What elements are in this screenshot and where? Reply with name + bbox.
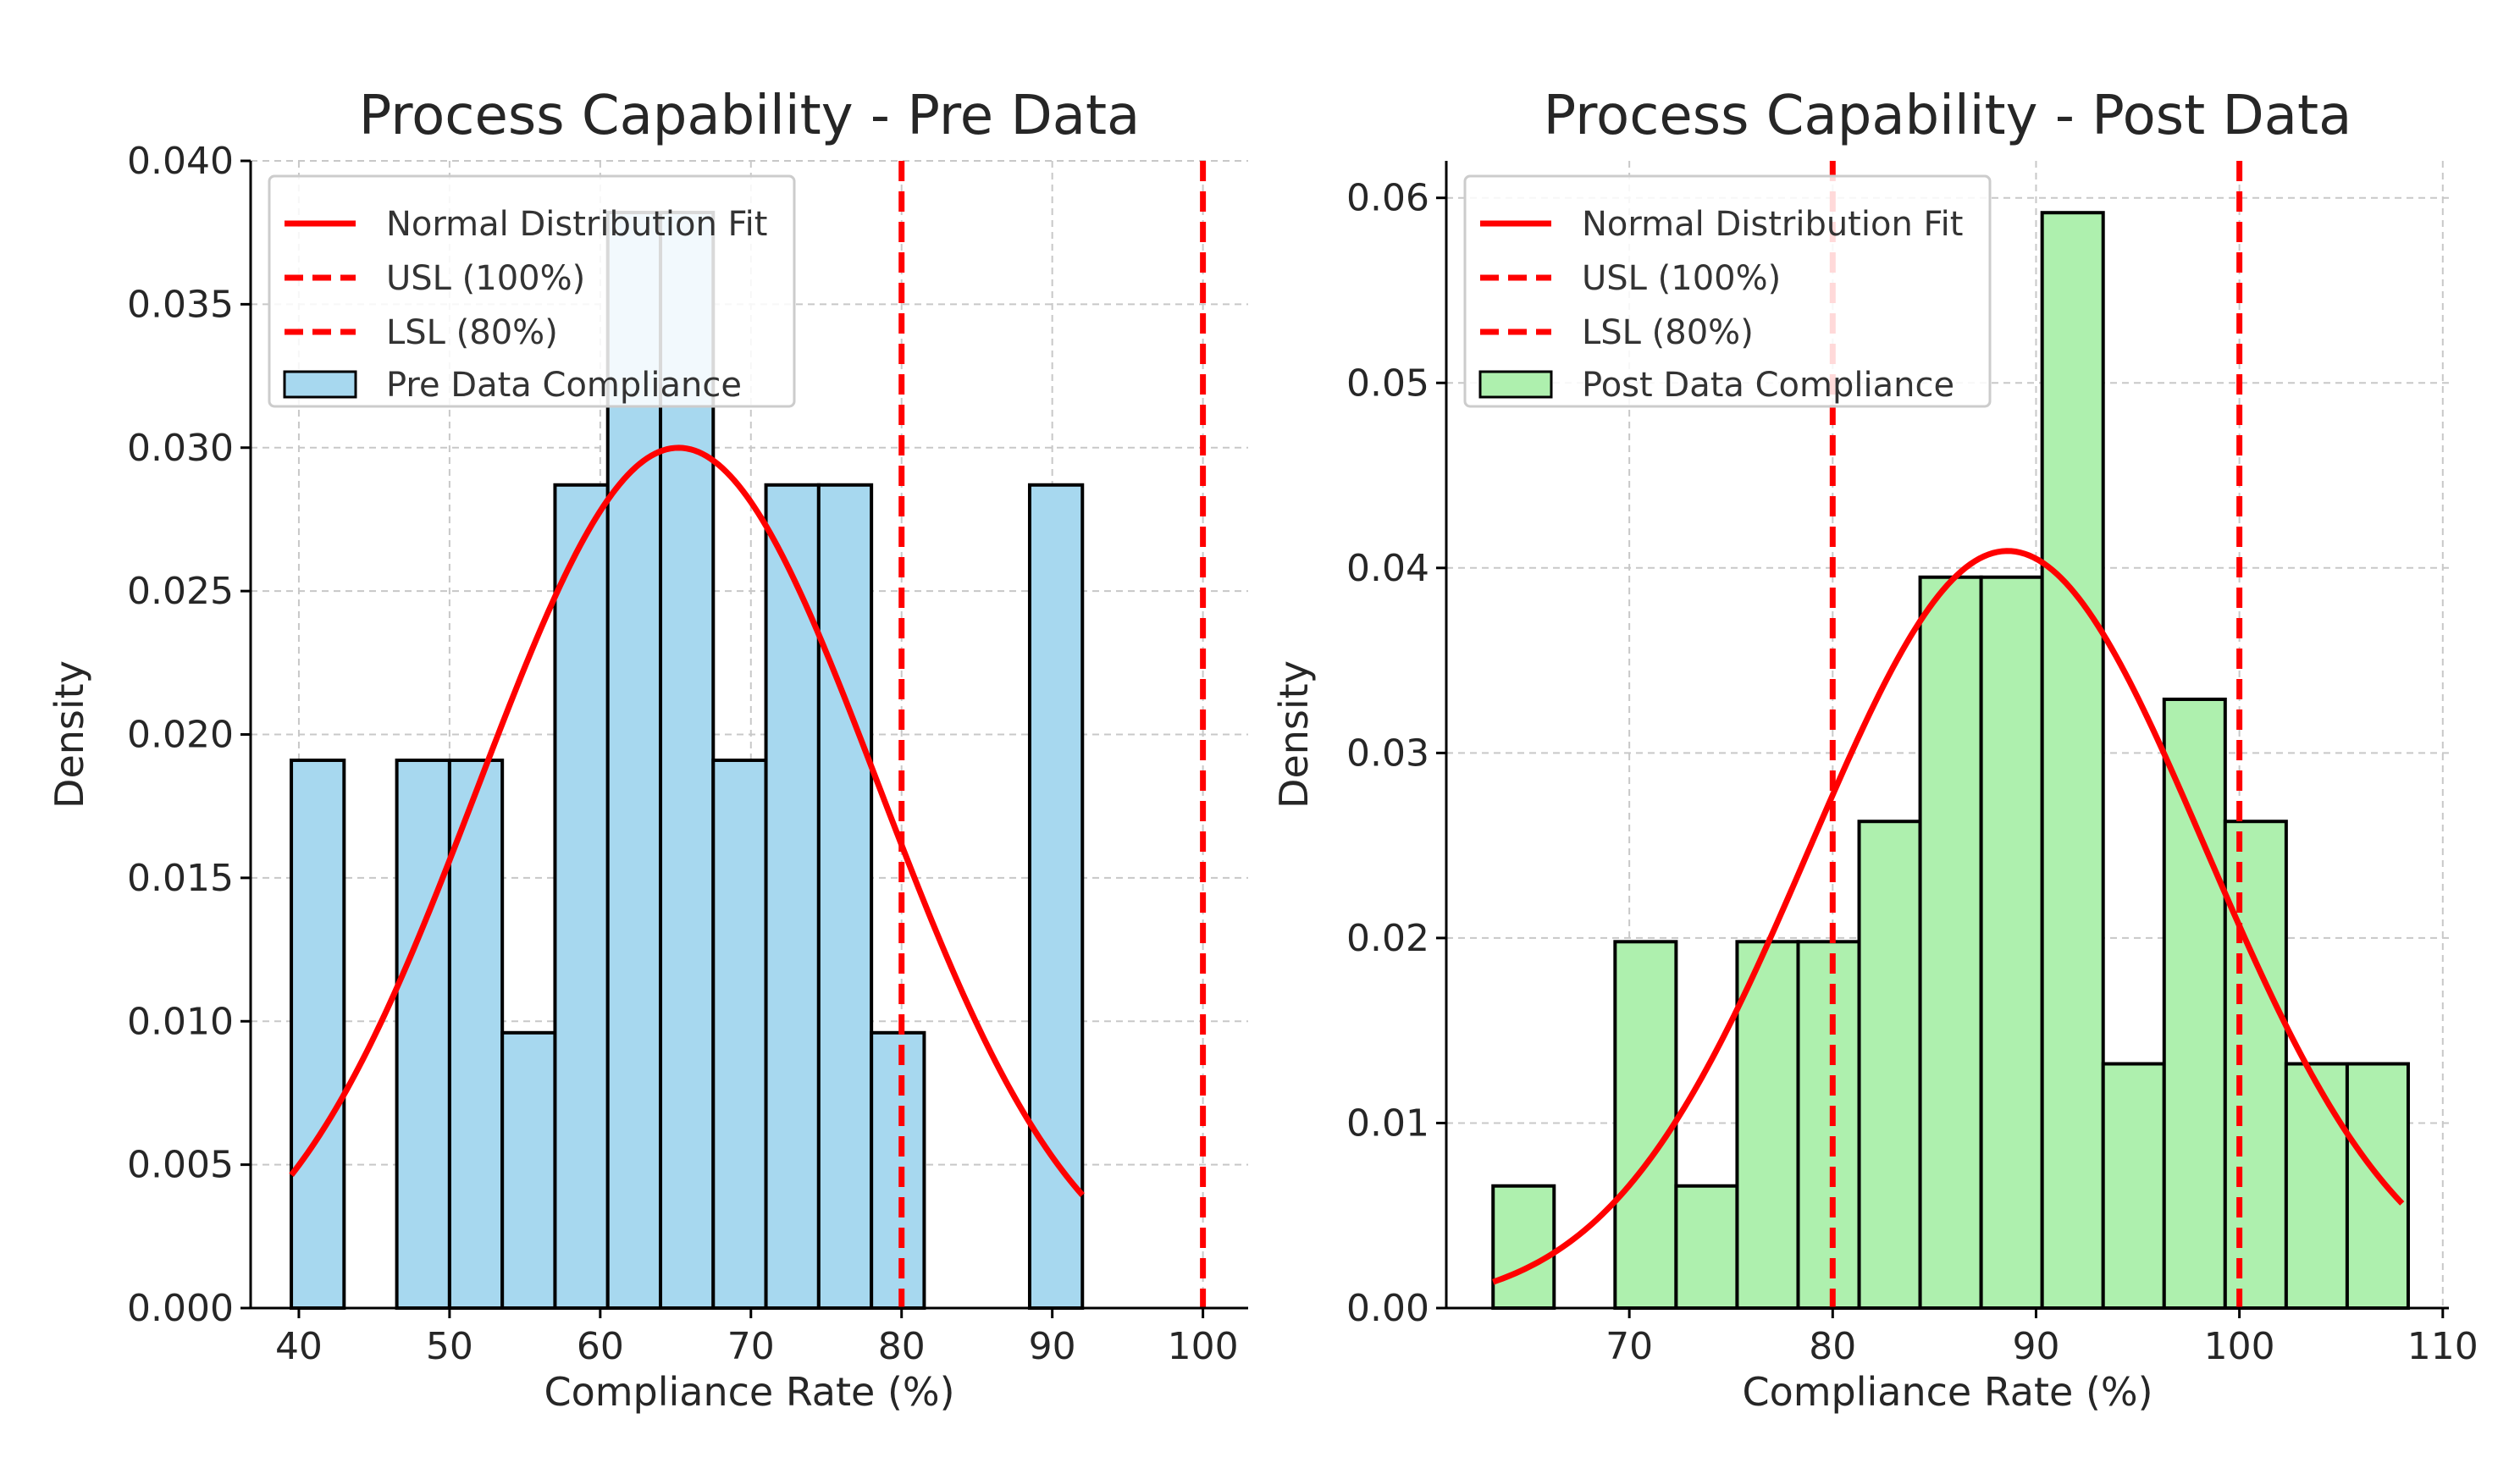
chart-title: Process Capability - Post Data xyxy=(1544,85,2352,147)
y-axis-label: Density xyxy=(1271,660,1317,809)
legend-label-usl: USL (100%) xyxy=(1582,259,1781,298)
legend-bar-swatch xyxy=(1478,370,1553,399)
x-axis-label: Compliance Rate (%) xyxy=(544,1369,954,1415)
x-tick-label: 70 xyxy=(1605,1325,1653,1368)
legend: Normal Distribution Fit USL (100%) LSL (… xyxy=(1463,174,1992,408)
histogram-bar xyxy=(290,758,346,1310)
post-data-chart: Process Capability - Post Data 70 80 90 100… xyxy=(1271,85,2479,1415)
histogram-bar xyxy=(2162,697,2227,1310)
x-tick-labels: 70 80 90 100 110 xyxy=(1605,1308,2479,1368)
legend-label-compliance: Post Data Compliance xyxy=(1582,366,1954,405)
histogram-bar xyxy=(711,758,768,1310)
x-tick-labels: 40 50 60 70 80 90 100 xyxy=(275,1308,1239,1368)
x-tick-label: 80 xyxy=(878,1325,926,1368)
legend: Normal Distribution Fit USL (100%) LSL (… xyxy=(268,174,796,408)
x-tick-label: 100 xyxy=(2204,1325,2275,1368)
legend-label-fit: Normal Distribution Fit xyxy=(1582,205,1963,244)
histogram-bar xyxy=(1491,1184,1556,1310)
legend-box xyxy=(268,174,796,408)
y-tick-label: 0.040 xyxy=(127,140,234,183)
histogram-bar xyxy=(2284,1062,2349,1310)
x-tick-label: 60 xyxy=(577,1325,624,1368)
y-tick-label: 0.06 xyxy=(1346,177,1429,220)
histogram-bar xyxy=(553,483,610,1310)
histogram-bar xyxy=(2101,1062,2166,1310)
histogram-bar xyxy=(1979,575,2044,1310)
histogram-bar xyxy=(870,1030,926,1311)
normal-fit-curve xyxy=(1492,548,2405,1285)
x-tick-label: 70 xyxy=(727,1325,775,1368)
x-tick-label: 40 xyxy=(275,1325,323,1368)
histogram-bar xyxy=(1027,483,1085,1310)
legend-bar-swatch xyxy=(283,370,357,399)
legend-label-usl: USL (100%) xyxy=(386,259,585,298)
histogram-bar xyxy=(1796,940,1861,1310)
y-tick-label: 0.02 xyxy=(1346,917,1429,960)
axes xyxy=(1445,161,2449,1310)
histogram-bar xyxy=(1613,940,1678,1310)
histogram-bar xyxy=(816,483,874,1310)
legend-label-lsl: LSL (80%) xyxy=(386,313,558,352)
y-tick-label: 0.000 xyxy=(127,1287,234,1330)
x-tick-label: 110 xyxy=(2407,1325,2479,1368)
y-tick-labels: 0.00 0.01 0.02 0.03 0.04 0.05 0.06 xyxy=(1346,177,1446,1330)
y-tick-label: 0.04 xyxy=(1346,547,1429,590)
histogram-bar xyxy=(2040,211,2105,1310)
y-tick-label: 0.05 xyxy=(1346,362,1429,405)
histogram-bar xyxy=(447,758,505,1310)
x-tick-label: 80 xyxy=(1809,1325,1856,1368)
histogram-bar xyxy=(2345,1062,2410,1310)
histogram-bar xyxy=(2223,820,2288,1310)
y-tick-label: 0.010 xyxy=(127,1000,234,1043)
x-axis-label: Compliance Rate (%) xyxy=(1742,1369,2152,1415)
y-tick-label: 0.00 xyxy=(1346,1287,1429,1330)
y-tick-label: 0.030 xyxy=(127,427,234,470)
legend-label-fit: Normal Distribution Fit xyxy=(386,205,767,244)
y-tick-label: 0.005 xyxy=(127,1144,234,1187)
legend-label-compliance: Pre Data Compliance xyxy=(386,366,742,405)
legend-box xyxy=(1463,174,1992,408)
histogram-bar xyxy=(1857,820,1922,1310)
histogram-bar xyxy=(764,483,821,1310)
x-tick-label: 90 xyxy=(1029,1325,1076,1368)
histogram-bar xyxy=(1674,1184,1739,1310)
y-axis-label: Density xyxy=(47,660,92,809)
histogram-bar xyxy=(395,758,451,1310)
x-tick-label: 100 xyxy=(1168,1325,1239,1368)
legend-label-lsl: LSL (80%) xyxy=(1582,313,1754,352)
y-tick-label: 0.03 xyxy=(1346,732,1429,775)
y-tick-label: 0.025 xyxy=(127,570,234,613)
x-tick-label: 90 xyxy=(2012,1325,2059,1368)
normal-fit-curve xyxy=(289,444,1085,1197)
y-tick-label: 0.015 xyxy=(127,857,234,900)
histogram-bar xyxy=(1735,940,1800,1310)
histogram-bar xyxy=(500,1030,557,1311)
y-tick-label: 0.01 xyxy=(1346,1101,1429,1145)
y-tick-label: 0.020 xyxy=(127,714,234,757)
histogram-bar xyxy=(1918,575,1983,1310)
y-tick-label: 0.035 xyxy=(127,283,234,326)
x-tick-label: 50 xyxy=(426,1325,473,1368)
spec-limit-lines xyxy=(898,161,1207,1308)
y-tick-labels: 0.000 0.005 0.010 0.015 0.020 0.025 0.030 0.035… xyxy=(127,140,251,1330)
chart-title: Process Capability - Pre Data xyxy=(359,85,1141,147)
pre-data-chart: Process Capability - Pre Data 40 50 60 70 80… xyxy=(47,85,1248,1415)
